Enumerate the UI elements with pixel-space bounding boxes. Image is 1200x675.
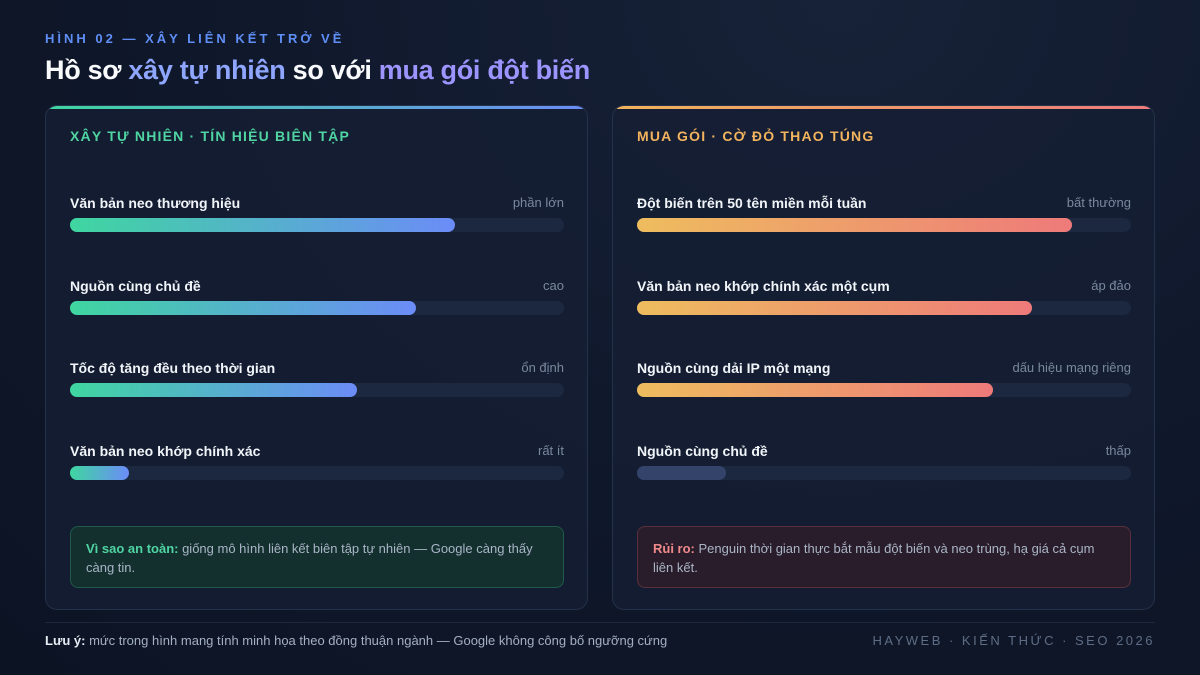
metric-fill [70,383,357,397]
title-accent-natural: xây tự nhiên [128,55,286,85]
panel-heading: MUA GÓI · CỜ ĐỎ THAO TÚNG [637,128,875,144]
metric-track [70,466,564,480]
title-part-2: so với [285,55,379,85]
metric-row: Nguồn cùng chủ đề cao [70,278,564,318]
metric-fill [637,466,726,480]
metric-value: bất thường [1066,195,1131,210]
metric-fill [637,383,993,397]
footnote-text: mức trong hình mang tính minh họa theo đ… [85,633,668,648]
metric-label: Văn bản neo thương hiệu [70,195,241,211]
panel-accent-line [613,106,1154,109]
metric-row: Văn bản neo khớp chính xác một cụm áp đả… [637,278,1131,318]
bought-profile-panel: MUA GÓI · CỜ ĐỎ THAO TÚNG Đột biến trên … [612,105,1155,610]
panel-heading: XÂY TỰ NHIÊN · TÍN HIỆU BIÊN TẬP [70,128,350,144]
metric-label: Nguồn cùng chủ đề [70,278,201,294]
note-lead: Vì sao an toàn: [86,541,179,556]
metric-value: ổn định [521,360,564,375]
metric-track [637,218,1131,232]
metric-value: thấp [1105,443,1131,458]
metric-fill [637,301,1033,315]
metric-value: cao [543,278,564,293]
metric-row: Văn bản neo thương hiệu phần lớn [70,195,564,235]
risk-note: Rủi ro: Penguin thời gian thực bắt mẫu đ… [637,526,1131,588]
safety-note: Vì sao an toàn: giống mô hình liên kết b… [70,526,564,588]
metric-row: Tốc độ tăng đều theo thời gian ổn định [70,360,564,400]
metric-track [637,466,1131,480]
metric-fill [637,218,1072,232]
metric-fill [70,466,130,480]
metric-track [70,301,564,315]
panel-accent-line [46,106,587,109]
title-part-1: Hồ sơ [45,55,129,85]
metric-label: Văn bản neo khớp chính xác [70,443,261,459]
metric-label: Nguồn cùng dải IP một mạng [637,360,831,376]
note-text: giống mô hình liên kết biên tập tự nhiên… [86,541,533,575]
metric-track [637,301,1131,315]
metric-fill [70,301,416,315]
metric-row: Nguồn cùng chủ đề thấp [637,443,1131,483]
metric-label: Tốc độ tăng đều theo thời gian [70,360,276,376]
metric-value: phần lớn [512,195,564,210]
title-accent-bought: mua gói đột biến [378,55,590,85]
metric-row: Nguồn cùng dải IP một mạng dấu hiệu mạng… [637,360,1131,400]
metric-value: rất ít [537,443,564,458]
metric-value: dấu hiệu mạng riêng [1012,360,1131,375]
metric-track [70,383,564,397]
metric-track [70,218,564,232]
note-lead: Rủi ro: [653,541,695,556]
footnote-lead: Lưu ý: [45,633,86,648]
figure-eyebrow: HÌNH 02 — XÂY LIÊN KẾT TRỞ VỀ [45,31,345,46]
footnote: Lưu ý: mức trong hình mang tính minh họa… [45,633,667,648]
page-title: Hồ sơ xây tự nhiên so với mua gói đột bi… [45,55,590,86]
metric-row: Văn bản neo khớp chính xác rất ít [70,443,564,483]
note-text: Penguin thời gian thực bắt mẫu đột biến … [653,541,1095,575]
metric-value: áp đảo [1091,278,1131,293]
metric-row: Đột biến trên 50 tên miền mỗi tuần bất t… [637,195,1131,235]
metric-fill [70,218,456,232]
metric-label: Văn bản neo khớp chính xác một cụm [637,278,890,294]
metric-label: Đột biến trên 50 tên miền mỗi tuần [637,195,867,211]
footer-divider [45,622,1155,623]
natural-profile-panel: XÂY TỰ NHIÊN · TÍN HIỆU BIÊN TẬP Văn bản… [45,105,588,610]
metric-label: Nguồn cùng chủ đề [637,443,768,459]
brand-credit: HAYWEB · KIẾN THỨC · SEO 2026 [872,633,1155,648]
metric-track [637,383,1131,397]
